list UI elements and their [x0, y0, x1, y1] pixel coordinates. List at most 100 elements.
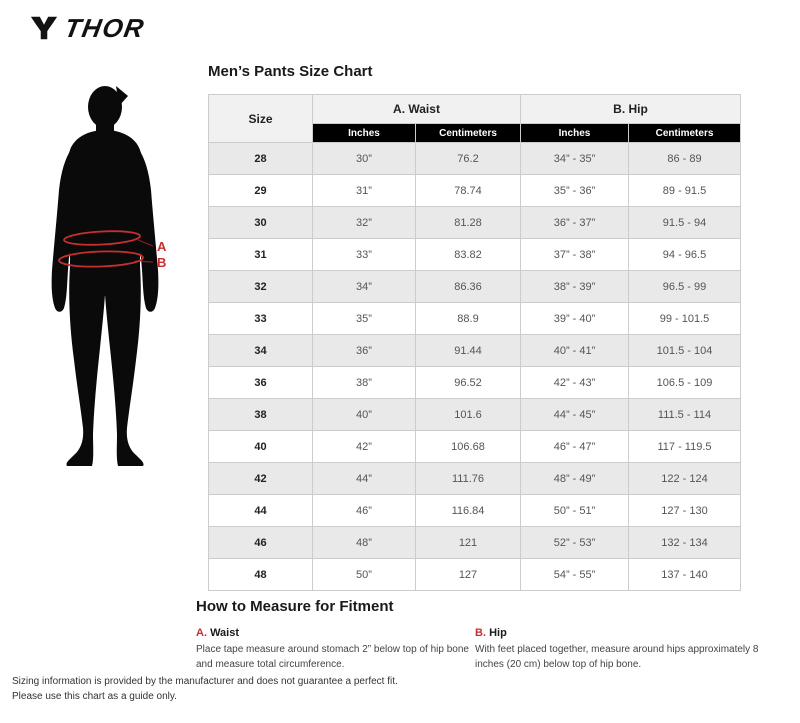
table-row: 42 44” 111.76 48” - 49” 122 - 124 — [208, 462, 742, 495]
table-row: 29 31” 78.74 35” - 36” 89 - 91.5 — [208, 174, 742, 207]
value-cell: 127 - 130 — [627, 494, 742, 527]
value-cell: 117 - 119.5 — [627, 430, 742, 463]
value-cell: 32” — [312, 206, 416, 239]
value-cell: 38” — [312, 366, 416, 399]
silhouette-left-leg — [66, 266, 105, 466]
size-cell: 34 — [208, 334, 313, 367]
disclaimer-line-1: Sizing information is provided by the ma… — [12, 676, 398, 687]
measure-hip-label: B. Hip — [475, 627, 507, 639]
measure-hip-prefix: B. — [475, 627, 486, 639]
table-row: 36 38” 96.52 42” - 43” 106.5 - 109 — [208, 366, 742, 399]
value-cell: 42” - 43” — [520, 366, 629, 399]
size-cell: 36 — [208, 366, 313, 399]
value-cell: 40” - 41” — [520, 334, 629, 367]
measure-waist-label: A. Waist — [196, 627, 239, 639]
table-row: 44 46” 116.84 50” - 51” 127 - 130 — [208, 494, 742, 527]
value-cell: 83.82 — [415, 238, 521, 271]
value-cell: 48” - 49” — [520, 462, 629, 495]
value-cell: 121 — [415, 526, 521, 559]
silhouette-head — [88, 86, 122, 128]
value-cell: 127 — [415, 558, 521, 591]
value-cell: 39” - 40” — [520, 302, 629, 335]
value-cell: 36” — [312, 334, 416, 367]
size-cell: 42 — [208, 462, 313, 495]
value-cell: 96.52 — [415, 366, 521, 399]
waist-marker-label: A — [157, 239, 167, 254]
table-row: 40 42” 106.68 46” - 47” 117 - 119.5 — [208, 430, 742, 463]
silhouette-left-arm — [51, 148, 76, 312]
size-chart-table: Size A. Waist B. Hip Inches Centimeters … — [208, 94, 742, 591]
value-cell: 46” - 47” — [520, 430, 629, 463]
value-cell: 34” - 35” — [520, 142, 629, 175]
value-cell: 122 - 124 — [627, 462, 742, 495]
male-silhouette-graphic: A B — [51, 86, 167, 466]
value-cell: 96.5 - 99 — [627, 270, 742, 303]
column-header-hip: B. Hip — [519, 94, 742, 124]
value-cell: 37” - 38” — [520, 238, 629, 271]
value-cell: 91.5 - 94 — [627, 206, 742, 239]
size-cell: 29 — [208, 174, 313, 207]
size-cell: 48 — [208, 558, 313, 591]
sizing-disclaimer: Sizing information is provided by the ma… — [12, 674, 398, 704]
value-cell: 106.68 — [415, 430, 521, 463]
unit-header-hip-inches: Inches — [520, 123, 629, 143]
size-cell: 44 — [208, 494, 313, 527]
measure-hip-instructions: With feet placed together, measure aroun… — [475, 644, 759, 670]
value-cell: 101.5 - 104 — [627, 334, 742, 367]
disclaimer-line-2: Please use this chart as a guide only. — [12, 691, 177, 702]
value-cell: 35” - 36” — [520, 174, 629, 207]
value-cell: 132 - 134 — [627, 526, 742, 559]
value-cell: 54” - 55” — [520, 558, 629, 591]
measure-item-hip: B. Hip With feet placed together, measur… — [475, 627, 767, 672]
value-cell: 52” - 53” — [520, 526, 629, 559]
value-cell: 35” — [312, 302, 416, 335]
table-row: 32 34” 86.36 38” - 39” 96.5 - 99 — [208, 270, 742, 303]
table-row: 28 30” 76.2 34” - 35” 86 - 89 — [208, 142, 742, 175]
column-header-waist: A. Waist — [312, 94, 521, 124]
size-cell: 28 — [208, 142, 313, 175]
unit-header-waist-centimeters: Centimeters — [415, 123, 521, 143]
value-cell: 31” — [312, 174, 416, 207]
value-cell: 78.74 — [415, 174, 521, 207]
column-header-size: Size — [208, 94, 313, 143]
value-cell: 86 - 89 — [627, 142, 742, 175]
value-cell: 30” — [312, 142, 416, 175]
value-cell: 106.5 - 109 — [627, 366, 742, 399]
page-title: Men’s Pants Size Chart — [208, 63, 373, 80]
measure-section-heading: How to Measure for Fitment — [196, 598, 394, 615]
size-cell: 46 — [208, 526, 313, 559]
size-cell: 30 — [208, 206, 313, 239]
value-cell: 40” — [312, 398, 416, 431]
waist-measure-line — [63, 230, 141, 246]
hip-measure-line — [58, 250, 144, 268]
value-cell: 50” - 51” — [520, 494, 629, 527]
value-cell: 46” — [312, 494, 416, 527]
value-cell: 36” - 37” — [520, 206, 629, 239]
value-cell: 99 - 101.5 — [627, 302, 742, 335]
hip-marker-label: B — [157, 255, 166, 270]
measure-waist-prefix: A. — [196, 627, 207, 639]
brand-logo[interactable]: THOR — [30, 13, 148, 43]
value-cell: 111.76 — [415, 462, 521, 495]
brand-wordmark: THOR — [62, 13, 148, 43]
size-cell: 33 — [208, 302, 313, 335]
table-row: 38 40” 101.6 44” - 45” 111.5 - 114 — [208, 398, 742, 431]
value-cell: 111.5 - 114 — [627, 398, 742, 431]
size-cell: 40 — [208, 430, 313, 463]
size-cell: 31 — [208, 238, 313, 271]
thor-horns-icon — [30, 16, 58, 40]
value-cell: 76.2 — [415, 142, 521, 175]
body-measurement-figure: A B — [30, 70, 200, 500]
table-row: 31 33” 83.82 37” - 38” 94 - 96.5 — [208, 238, 742, 271]
value-cell: 94 - 96.5 — [627, 238, 742, 271]
measure-waist-instructions: Place tape measure around stomach 2” bel… — [196, 644, 469, 670]
table-row: 46 48” 121 52” - 53” 132 - 134 — [208, 526, 742, 559]
unit-header-hip-centimeters: Centimeters — [627, 123, 742, 143]
table-row: 48 50” 127 54” - 55” 137 - 140 — [208, 558, 742, 591]
measure-item-waist: A. Waist Place tape measure around stoma… — [196, 627, 472, 672]
value-cell: 101.6 — [415, 398, 521, 431]
table-row: 30 32” 81.28 36” - 37” 91.5 - 94 — [208, 206, 742, 239]
value-cell: 81.28 — [415, 206, 521, 239]
value-cell: 89 - 91.5 — [627, 174, 742, 207]
value-cell: 88.9 — [415, 302, 521, 335]
